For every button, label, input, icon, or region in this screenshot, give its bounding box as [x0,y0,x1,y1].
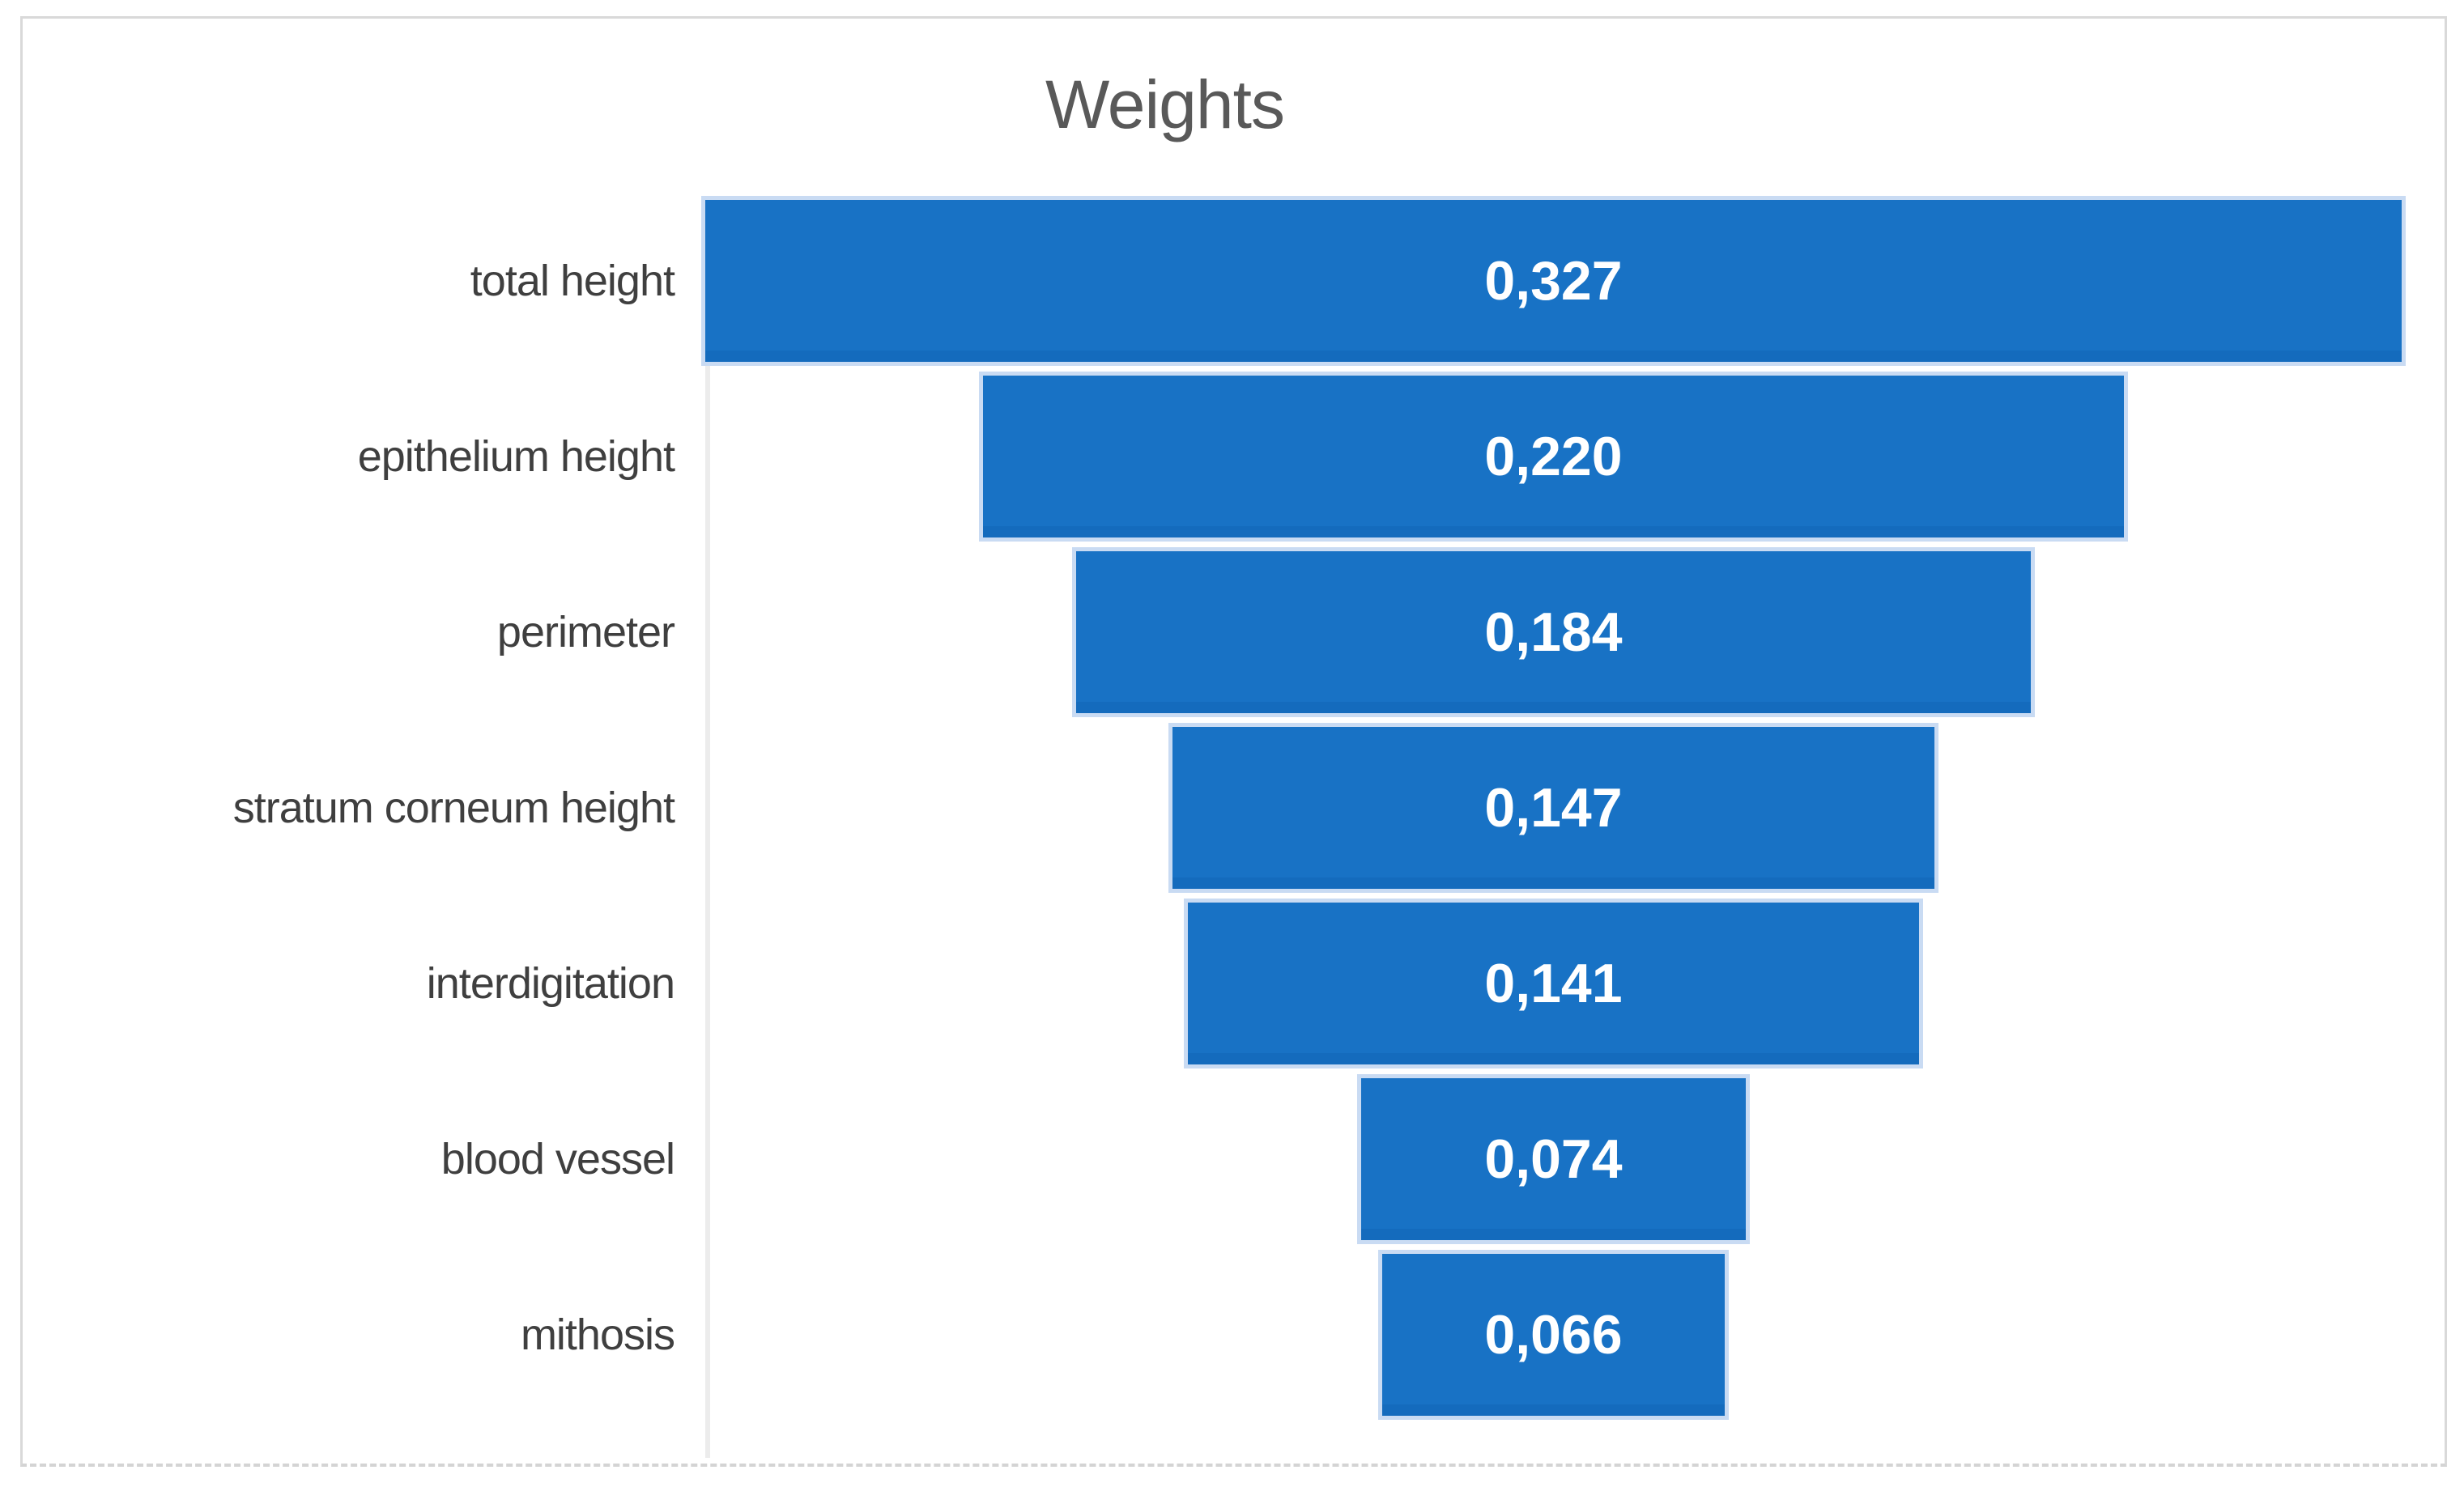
funnel-bar: 0,327 [705,200,2402,362]
category-label-cell: perimeter [23,551,705,713]
category-label: interdigitation [426,959,675,1008]
value-label: 0,074 [1484,1128,1623,1190]
bar-area: 0,220 [705,376,2402,537]
chart-frame: Weights total height 0,327 epithelium he… [20,16,2447,1467]
value-label: 0,184 [1484,601,1623,663]
category-label: total height [470,257,675,305]
value-label: 0,147 [1484,777,1623,839]
bar-area: 0,074 [705,1078,2402,1240]
category-label-cell: mithosis [23,1254,705,1416]
funnel-row: mithosis 0,066 [23,1254,2402,1416]
bar-area: 0,066 [705,1254,2402,1416]
category-label: perimeter [496,608,675,656]
funnel-row: epithelium height 0,220 [23,376,2402,537]
category-label: epithelium height [357,432,675,481]
category-label: mithosis [520,1311,675,1359]
value-label: 0,327 [1484,250,1623,312]
value-label: 0,220 [1484,426,1623,487]
funnel-row: total height 0,327 [23,200,2402,362]
category-label-cell: total height [23,200,705,362]
chart-title: Weights [1045,66,1285,142]
category-axis-line [705,197,710,1458]
category-label-cell: epithelium height [23,376,705,537]
category-label-cell: blood vessel [23,1078,705,1240]
funnel-bar: 0,141 [1187,903,1920,1064]
funnel-row: stratum corneum height 0,147 [23,727,2402,889]
funnel-bar: 0,147 [1172,727,1935,889]
category-label-cell: interdigitation [23,903,705,1064]
funnel-row: perimeter 0,184 [23,551,2402,713]
bar-area: 0,184 [705,551,2402,713]
funnel-row: blood vessel 0,074 [23,1078,2402,1240]
category-label: stratum corneum height [232,784,675,832]
funnel-bar: 0,184 [1076,551,2031,713]
funnel-row: interdigitation 0,141 [23,903,2402,1064]
value-label: 0,141 [1484,953,1623,1014]
category-label: blood vessel [440,1135,675,1183]
bar-area: 0,147 [705,727,2402,889]
funnel-bar: 0,074 [1361,1078,1746,1240]
plot-area: total height 0,327 epithelium height 0,2… [23,200,2402,1430]
funnel-bar: 0,066 [1382,1254,1725,1416]
funnel-bar: 0,220 [982,376,2125,537]
value-label: 0,066 [1484,1304,1623,1366]
category-label-cell: stratum corneum height [23,727,705,889]
bar-area: 0,327 [705,200,2402,362]
bar-area: 0,141 [705,903,2402,1064]
